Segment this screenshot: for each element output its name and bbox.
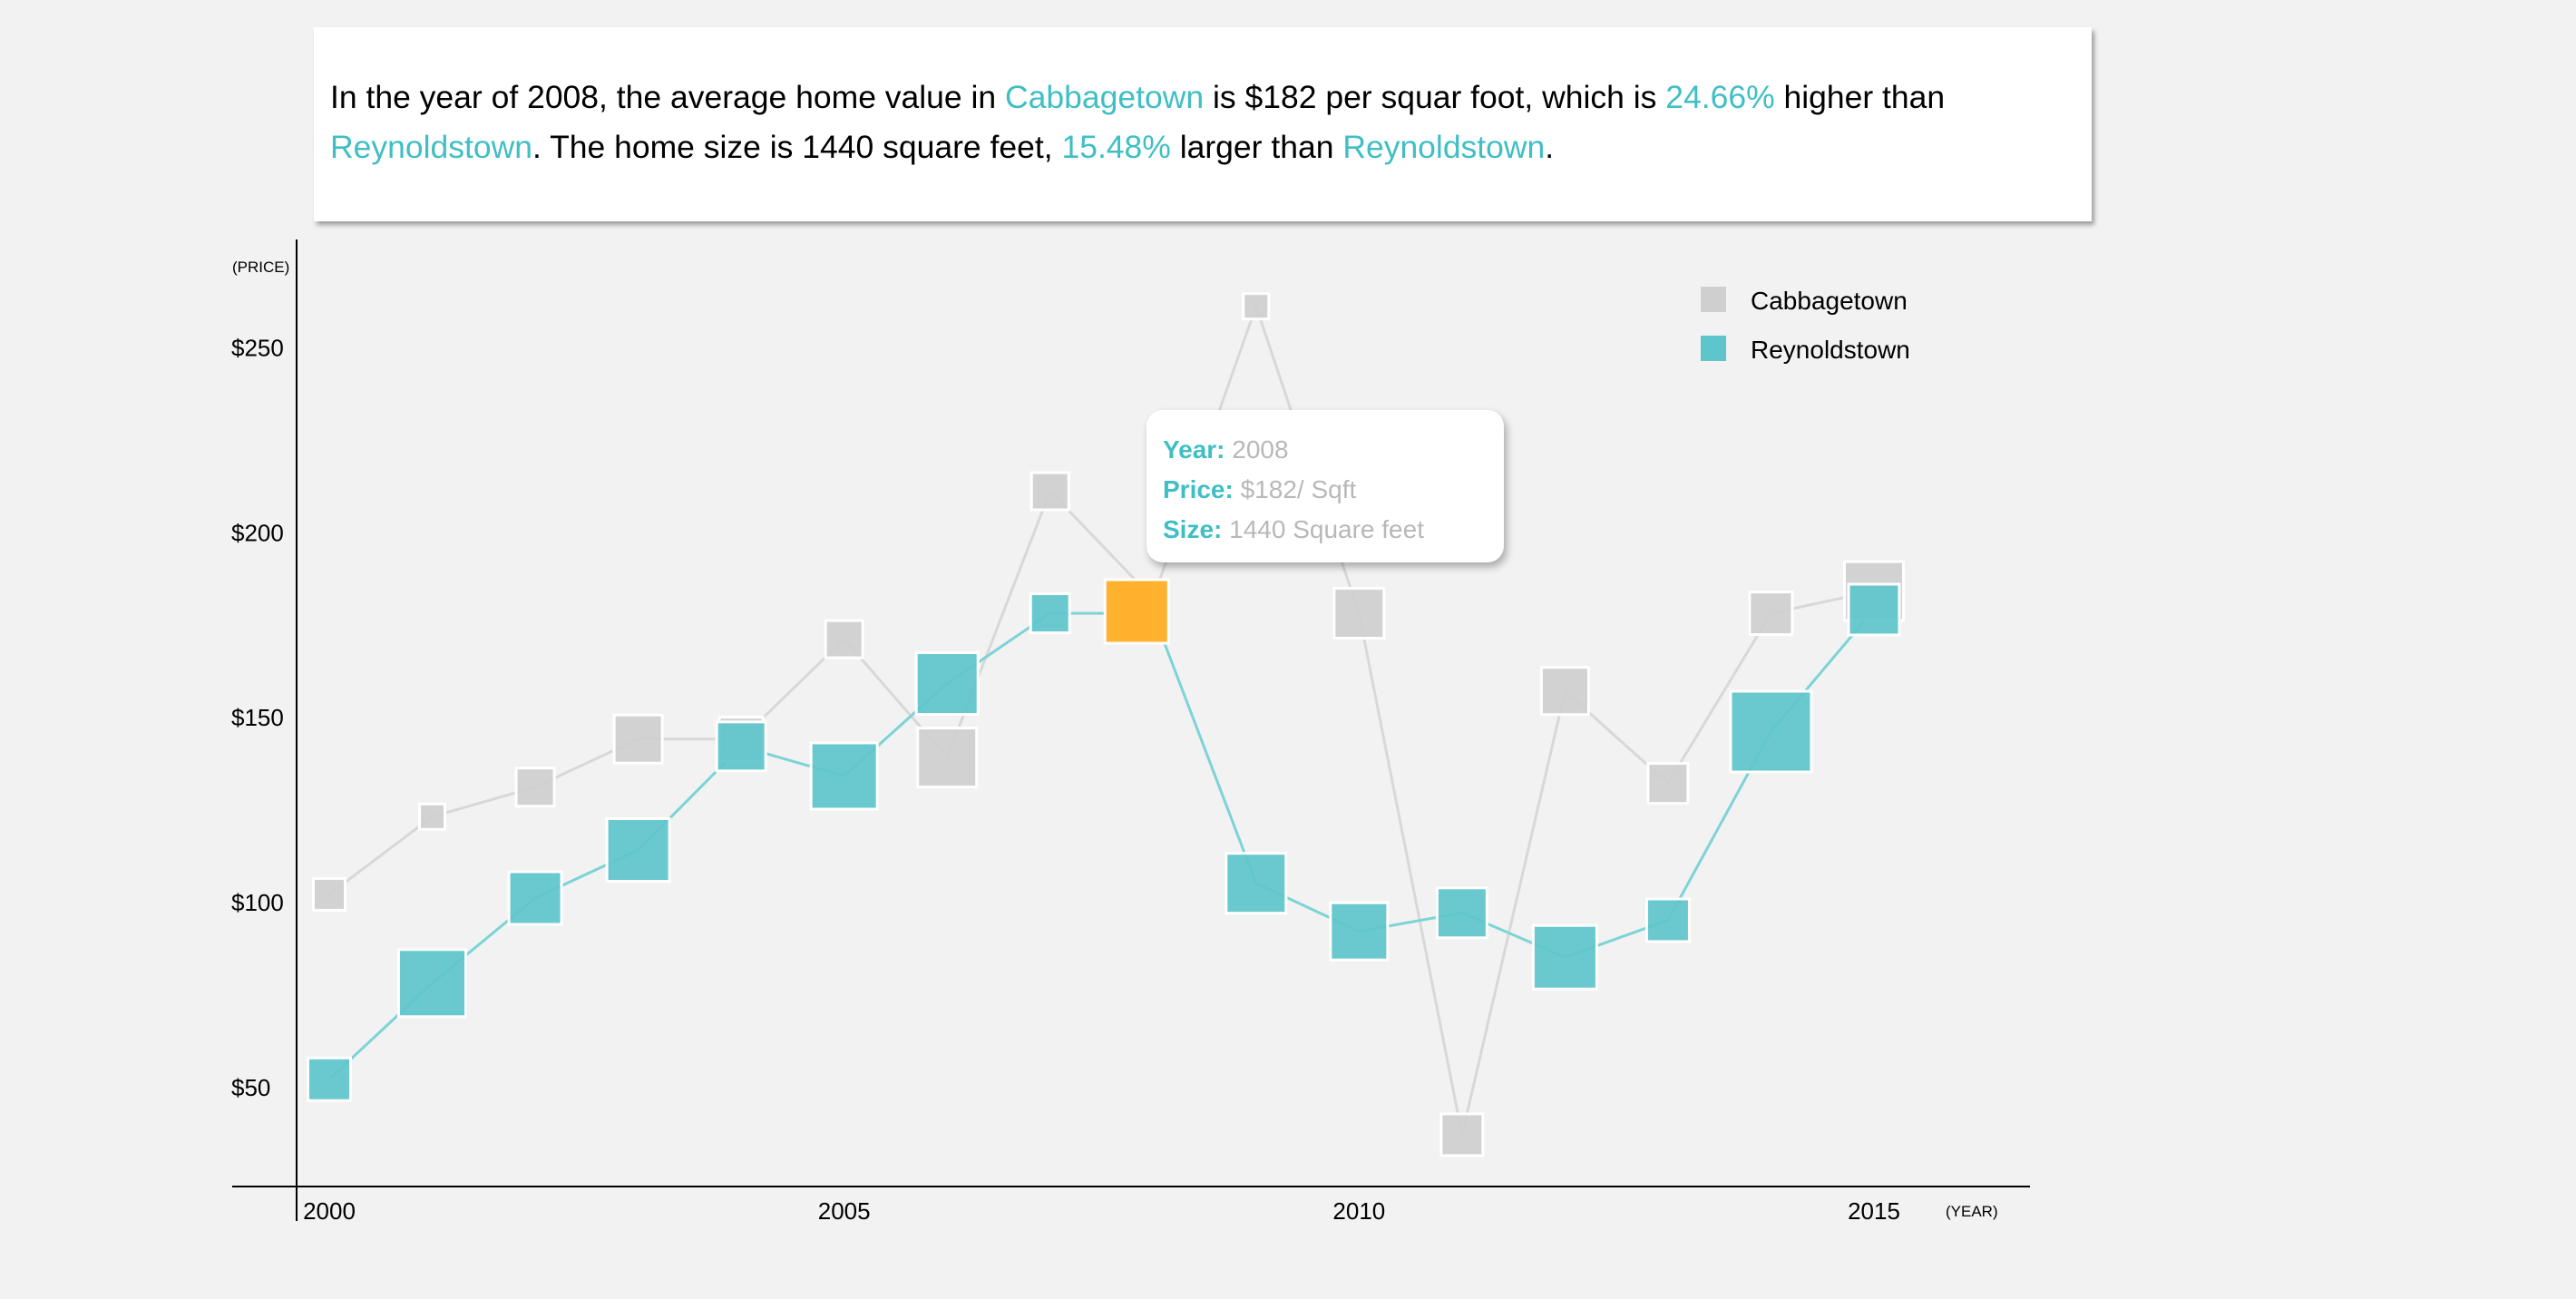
reynoldstown-point xyxy=(715,720,767,773)
cabbagetown-point xyxy=(418,802,447,831)
y-tick-label: $200 xyxy=(231,519,284,546)
cabbagetown-line xyxy=(328,302,1875,1136)
reynoldstown-point xyxy=(605,817,671,883)
summary-text: . The home size is 1440 square feet, xyxy=(532,129,1062,165)
cabbagetown-point xyxy=(1646,762,1690,806)
x-axis-title: (YEAR) xyxy=(1946,1203,1998,1220)
summary-box: In the year of 2008, the average home va… xyxy=(314,27,2092,221)
legend-swatch xyxy=(1701,336,1726,361)
reynoldstown-point xyxy=(914,651,980,717)
tooltip-size-row: Size: 1440 Square feet xyxy=(1163,510,1488,550)
cabbagetown-point xyxy=(612,713,664,765)
tooltip-price-label: Price: xyxy=(1163,475,1234,503)
highlight-layer xyxy=(1103,578,1170,645)
tooltip-price-row: Price: $182/ Sqft xyxy=(1163,470,1488,510)
cabbagetown-point xyxy=(916,727,979,789)
reynoldstown-point xyxy=(1644,897,1691,943)
chart-axes: $50 $100 $150 $200 $250 2000 2005 2010 2015 (PRIC… xyxy=(231,239,2030,1225)
legend-label: Reynoldstown xyxy=(1751,336,1910,364)
tooltip-year-label: Year: xyxy=(1163,435,1225,464)
tooltip-size-label: Size: xyxy=(1163,515,1223,543)
highlight-neighborhood-a: Cabbagetown xyxy=(1005,79,1205,115)
reynoldstown-point xyxy=(507,870,563,926)
cabbagetown-point xyxy=(1439,1112,1485,1157)
reynoldstown-point xyxy=(809,741,879,811)
cabbagetown-point xyxy=(1539,666,1590,717)
reynoldstown-point xyxy=(307,1056,352,1102)
highlight-neighborhood-b: Reynoldstown xyxy=(1342,129,1546,165)
reynoldstown-point xyxy=(397,948,468,1019)
hover-tooltip: Year: 2008 Price: $182/ Sqft Size: 1440 … xyxy=(1147,410,1504,562)
reynoldstown-point xyxy=(1329,901,1390,962)
tooltip-price-value: $182/ Sqft xyxy=(1240,475,1357,503)
reynoldstown-point xyxy=(1847,582,1901,637)
reynoldstown-point xyxy=(1225,852,1288,915)
summary-text: is $182 per squar foot, which is xyxy=(1204,79,1666,115)
cabbagetown-point xyxy=(514,767,556,808)
cabbagetown-point xyxy=(312,876,346,912)
cabbagetown-points xyxy=(312,292,1905,1157)
cabbagetown-point xyxy=(824,619,864,659)
reynoldstown-points xyxy=(307,582,1901,1102)
x-tick-label: 2015 xyxy=(1848,1197,1900,1225)
summary-text: higher than xyxy=(1774,79,1946,115)
reynoldstown-point xyxy=(1729,689,1813,774)
highlight-neighborhood-b: Reynoldstown xyxy=(330,129,532,165)
summary-text: larger than xyxy=(1170,129,1343,165)
summary-text: . xyxy=(1545,129,1555,165)
cabbagetown-point xyxy=(1332,587,1386,640)
y-tick-label: $250 xyxy=(231,335,284,362)
cabbagetown-point xyxy=(1242,292,1271,321)
cabbagetown-point xyxy=(1029,471,1070,512)
x-tick-label: 2010 xyxy=(1332,1197,1385,1225)
series-lines xyxy=(327,302,1876,1136)
y-tick-label: $100 xyxy=(231,889,284,916)
summary-text: In the year of 2008, the average home va… xyxy=(330,79,1006,115)
y-tick-label: $150 xyxy=(231,704,284,731)
chart-legend: Cabbagetown Reynoldstown xyxy=(1701,287,1910,364)
reynoldstown-point xyxy=(1029,592,1071,635)
highlight-size-diff: 15.48% xyxy=(1061,129,1171,165)
reynoldstown-point xyxy=(1435,886,1488,940)
x-tick-label: 2000 xyxy=(303,1197,356,1225)
legend-label: Cabbagetown xyxy=(1751,287,1908,315)
reynoldstown-line xyxy=(327,609,1876,1080)
reynoldstown-point xyxy=(1531,923,1598,991)
x-tick-label: 2005 xyxy=(818,1197,871,1225)
y-axis-title: (PRICE) xyxy=(232,259,289,276)
cabbagetown-point xyxy=(1748,591,1794,637)
legend-swatch xyxy=(1701,287,1726,312)
tooltip-year-value: 2008 xyxy=(1232,435,1289,464)
highlight-price-diff: 24.66% xyxy=(1665,79,1775,115)
highlighted-point xyxy=(1103,578,1170,645)
tooltip-year-row: Year: 2008 xyxy=(1163,430,1488,470)
tooltip-size-value: 1440 Square feet xyxy=(1229,515,1424,543)
y-tick-label: $50 xyxy=(231,1074,270,1101)
